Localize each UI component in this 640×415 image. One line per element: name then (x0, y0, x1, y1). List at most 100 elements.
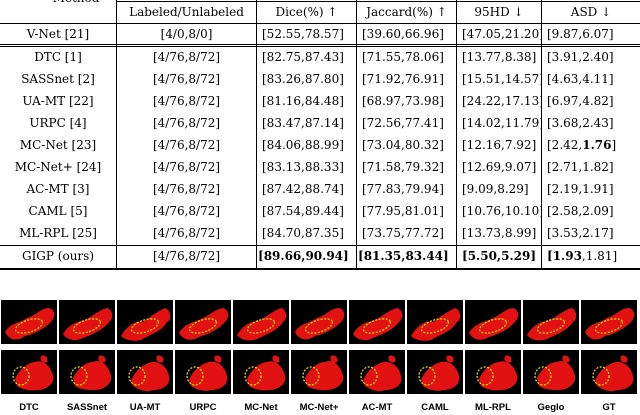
dice-cell: [87.54,89.44] (262, 204, 344, 218)
tile-image (465, 300, 521, 344)
segmentation-mask (595, 355, 634, 392)
labeled-cell: [4/76,8/72] (152, 182, 221, 196)
labeled-cell: [4/76,8/72] (152, 50, 221, 64)
dice-cell: [82.75,87.43] (262, 50, 344, 64)
segmentation-tile-top (1, 300, 57, 344)
segmentation-tile-top (581, 300, 637, 344)
tile-image (407, 300, 463, 344)
highlight-ellipse (188, 318, 218, 334)
dice-cell: [83.26,87.80] (262, 72, 344, 86)
hd95-cell: [15.51,14.57] (462, 72, 541, 86)
asd-rest-value: ,1.81] (581, 249, 618, 263)
jaccard-cell: [77.95,81.01] (362, 204, 444, 218)
jaccard-cell: [39.60,66.96] (362, 27, 444, 41)
segmentation-tile-bottom (1, 350, 57, 394)
segmentation-tile-top (465, 300, 521, 344)
labeled-cell: [4/76,8/72] (152, 138, 221, 152)
dice-cell: [89.66,90.94] (258, 246, 356, 266)
jaccard-cell: [73.04,80.32] (362, 138, 444, 152)
labeled-cell: [4/76,8/72] (152, 204, 221, 218)
corner-header: Method (36, 0, 116, 8)
labeled-cell: [4/0,8/0] (160, 27, 213, 41)
label-gt: GT (602, 402, 616, 413)
segmentation-tile-top (523, 300, 579, 344)
table-bottom-rule (0, 268, 640, 270)
labeled-cell: [4/76,8/72] (152, 94, 221, 108)
tile-image (59, 300, 115, 344)
table-row-baseline: V-Net [21] [4/0,8/0] [52.55,78.57] [39.6… (0, 24, 640, 44)
asd-cell: [2.58,2.09] (547, 204, 614, 218)
segmentation-tile-bottom (175, 350, 231, 394)
segmentation-tile-top (407, 300, 463, 344)
method-cell: MC-Net+ [24] (14, 160, 102, 174)
tile-image (581, 300, 637, 344)
bracket: [ (547, 249, 553, 263)
highlight-ellipse (72, 318, 102, 334)
hd95-cell: [24.22,17.13] (462, 94, 541, 108)
method-cell: URPC [4] (29, 116, 87, 130)
label-ac-mt: AC-MT (361, 402, 393, 413)
labeled-cell: [4/76,8/72] (152, 249, 221, 263)
jaccard-cell: [77.83,79.94] (362, 182, 444, 196)
label-sassnet: SASSnet (66, 402, 108, 413)
segmentation-mask (585, 308, 635, 340)
ours-top-rule (0, 245, 640, 246)
asd-cell: [2.71,1.82] (547, 160, 614, 174)
dice-cell: [52.55,78.57] (262, 27, 344, 41)
hd95-cell: [13.73,8.99] (462, 226, 537, 240)
column-divider (541, 0, 542, 269)
segmentation-tile-bottom (465, 350, 521, 394)
label-mc-net: MC-Net (244, 402, 278, 413)
hd95-cell: [9.09,8.29] (462, 182, 529, 196)
segmentation-tile-top (175, 300, 231, 344)
method-cell: UA-MT [22] (22, 94, 94, 108)
tile-image (1, 350, 57, 394)
bracket: [ (462, 249, 468, 263)
asd-suffix: ] (611, 138, 617, 152)
dice-cell: [87.42,88.74] (262, 182, 344, 196)
labeled-cell: [4/76,8/72] (152, 72, 221, 86)
tile-image (291, 350, 347, 394)
bracket: [ (258, 249, 264, 263)
highlight-ellipse (246, 318, 276, 334)
method-cell: ML-RPL [25] (19, 226, 97, 240)
asd-cell: [3.53,2.17] (547, 226, 614, 240)
method-cell: MC-Net [23] (19, 138, 97, 152)
highlight-ellipse (304, 318, 334, 334)
jaccard-cell: [71.55,78.06] (362, 50, 444, 64)
asd-cell: [3.91,2.40] (547, 50, 614, 64)
tile-image (349, 300, 405, 344)
highlight-ellipse (420, 318, 450, 334)
column-divider (256, 0, 257, 269)
tile-image (175, 300, 231, 344)
highlight-ellipse (476, 366, 494, 386)
asd-best-value: 1.93 (552, 249, 582, 263)
asd-cell: [2.42,1.76] (547, 135, 640, 155)
jaccard-cell: [73.75,77.72] (362, 226, 444, 240)
bracket: ] (443, 249, 449, 263)
method-cell: V-Net [21] (26, 27, 90, 41)
baseline-bottom-rule-2 (0, 46, 640, 47)
segmentation-figure: DTC SASSnet UA-MT URPC MC-Net MC-Net+ AC… (0, 300, 640, 415)
hd95-cell: [13.77,8.38] (462, 50, 537, 64)
tile-image (407, 350, 463, 394)
highlight-ellipse (128, 366, 146, 386)
header-95hd: 95HD ↓ (474, 5, 524, 19)
asd-cell: [1.93,1.81] (547, 246, 640, 266)
highlight-ellipse (14, 318, 44, 334)
jaccard-best-value: 81.35,83.44 (363, 249, 444, 263)
asd-cell: [4.63,4.11] (547, 72, 614, 86)
segmentation-mask (363, 355, 402, 392)
label-mc-net-plus: MC-Net+ (299, 402, 339, 413)
jaccard-cell: [81.35,83.44] (358, 246, 456, 266)
segmentation-mask (537, 355, 576, 390)
segmentation-mask (189, 355, 228, 391)
highlight-ellipse (478, 318, 508, 334)
highlight-ellipse (536, 318, 566, 334)
labeled-cell: [4/76,8/72] (152, 116, 221, 130)
label-caml: CAML (421, 402, 449, 413)
tile-image (349, 350, 405, 394)
segmentation-tile-bottom (59, 350, 115, 394)
highlight-ellipse (534, 366, 552, 386)
